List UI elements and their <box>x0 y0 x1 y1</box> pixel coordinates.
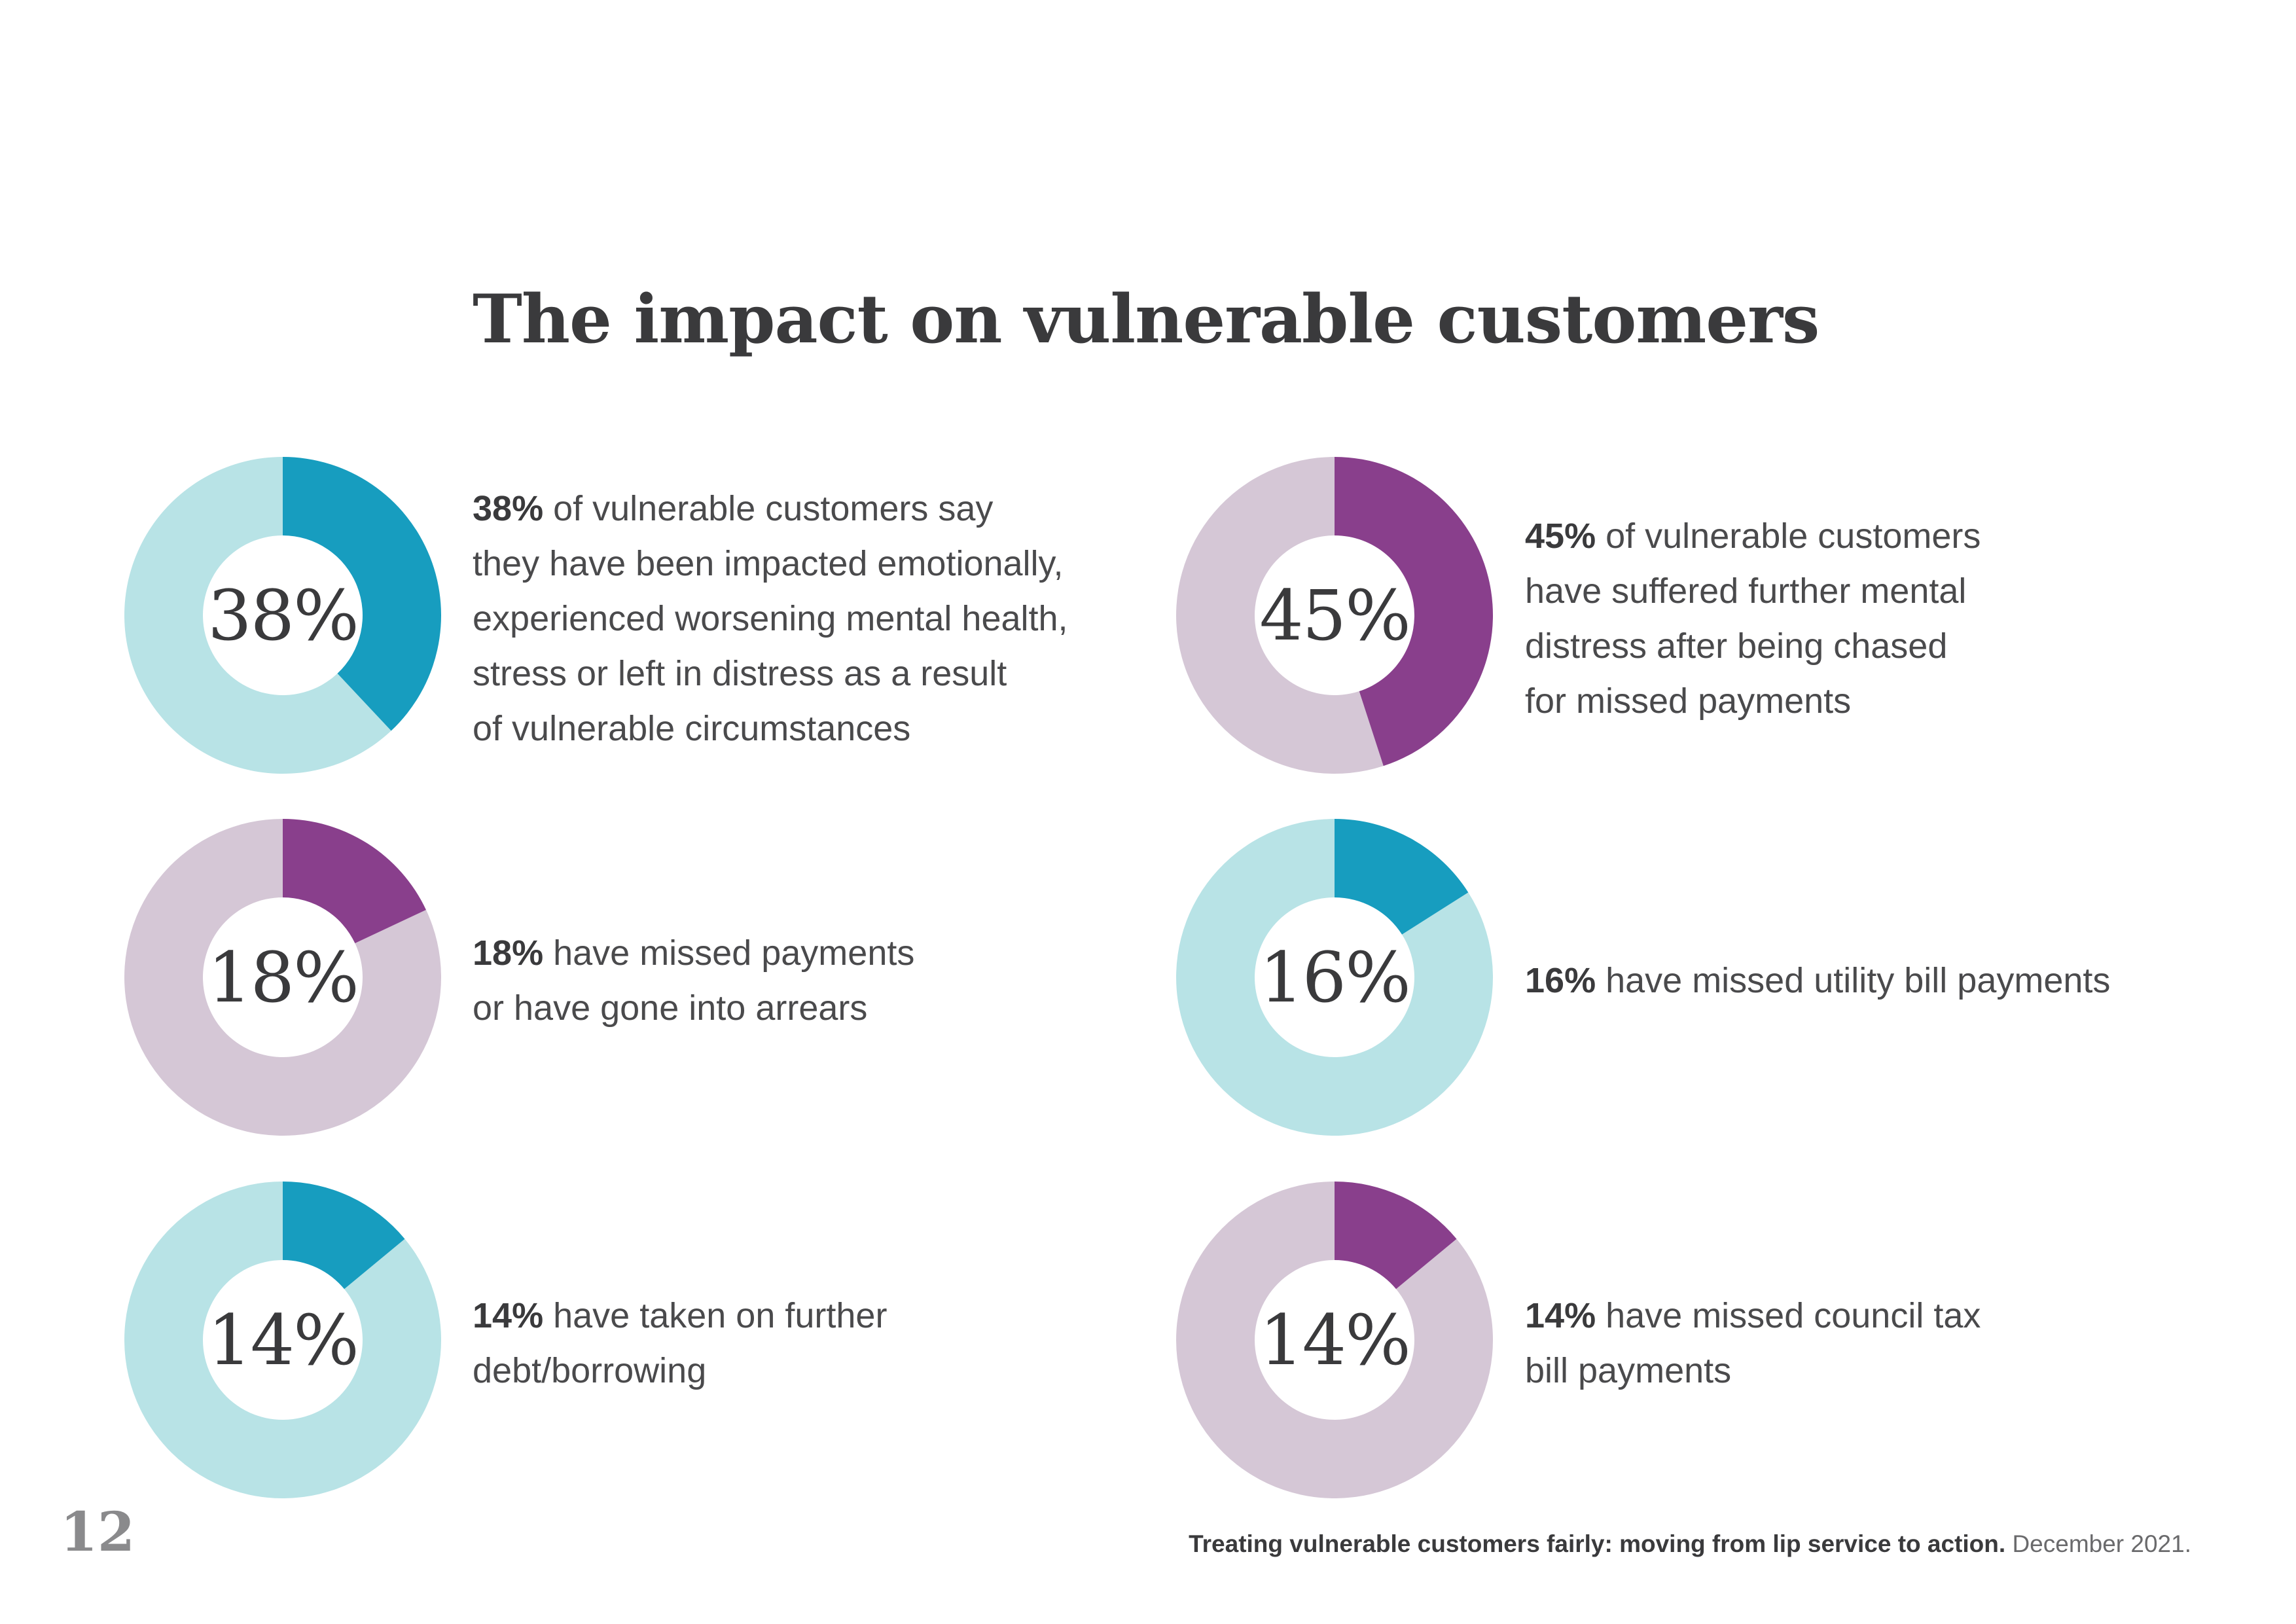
stat-text-5-line-2: debt/borrowing <box>473 1351 707 1390</box>
stat-text-1-line-2: they have been impacted emotionally, <box>473 544 1064 583</box>
page-number: 12 <box>60 1501 135 1564</box>
donut-5-highlight-slice <box>283 1182 405 1290</box>
stat-text-6-line-2: bill payments <box>1525 1351 1732 1390</box>
donut-2-remaining-slice <box>1176 457 1384 774</box>
stat-text-2-line-3: distress after being chased <box>1525 626 1948 666</box>
stat-text-1-line-1-rest: of vulnerable customers say <box>543 489 994 528</box>
donut-6-highlight-slice <box>1335 1182 1457 1290</box>
donut-chart-6: 14% <box>1176 1182 1493 1498</box>
stat-value-3: 18% <box>473 933 544 973</box>
stat-value-6: 14% <box>1525 1296 1596 1335</box>
stat-text-1-line-1: 38% of vulnerable customers say <box>473 481 1068 536</box>
stat-value-1: 38% <box>473 489 544 528</box>
donut-5-remaining-slice <box>124 1182 441 1498</box>
donut-4-remaining-slice <box>1176 819 1493 1136</box>
donut-3-remaining-slice <box>124 819 441 1136</box>
stat-text-2-line-2: have suffered further mental <box>1525 571 1967 611</box>
donut-4-highlight-slice <box>1335 819 1469 935</box>
stat-text-4: 16% have missed utility bill payments <box>1525 953 2110 1008</box>
donut-6-remaining-slice <box>1176 1182 1493 1498</box>
stat-text-6-line-1-rest: have missed council tax <box>1596 1296 1981 1335</box>
donut-3-highlight-slice <box>283 819 426 944</box>
stat-text-2: 45% of vulnerable customers have suffere… <box>1525 509 1981 729</box>
donut-svg-4 <box>1176 819 1493 1136</box>
footer-citation: Treating vulnerable customers fairly: mo… <box>1189 1530 2191 1558</box>
stat-value-4: 16% <box>1525 961 1596 1000</box>
stat-text-5-line-1: 14% have taken on further <box>473 1288 887 1343</box>
stat-text-1-line-3: experienced worsening mental health, <box>473 599 1068 638</box>
donut-chart-3: 18% <box>124 819 441 1136</box>
stat-text-1-line-4: stress or left in distress as a result <box>473 654 1007 693</box>
stat-text-4-line-1-rest: have missed utility bill payments <box>1596 961 2111 1000</box>
donut-1-remaining-slice <box>124 457 391 774</box>
donut-chart-5: 14% <box>124 1182 441 1498</box>
stat-text-6-line-1: 14% have missed council tax <box>1525 1288 1981 1343</box>
stat-text-2-line-1: 45% of vulnerable customers <box>1525 509 1981 564</box>
stat-text-3-line-2: or have gone into arrears <box>473 988 868 1028</box>
footer-date: December 2021. <box>2012 1530 2191 1557</box>
stat-value-2: 45% <box>1525 516 1596 556</box>
stat-text-2-line-4: for missed payments <box>1525 681 1852 721</box>
page-title: The impact on vulnerable customers <box>473 280 1820 359</box>
donut-chart-4: 16% <box>1176 819 1493 1136</box>
stat-text-3-line-1-rest: have missed payments <box>543 933 915 973</box>
donut-chart-2: 45% <box>1176 457 1493 774</box>
stat-text-3-line-1: 18% have missed payments <box>473 926 914 981</box>
stat-text-5: 14% have taken on further debt/borrowing <box>473 1288 887 1398</box>
stat-text-1: 38% of vulnerable customers say they hav… <box>473 481 1068 756</box>
donut-svg-5 <box>124 1182 441 1498</box>
stat-text-5-line-1-rest: have taken on further <box>543 1296 888 1335</box>
donut-svg-1 <box>124 457 441 774</box>
stat-text-3: 18% have missed payments or have gone in… <box>473 926 914 1036</box>
donut-svg-6 <box>1176 1182 1493 1498</box>
donut-1-highlight-slice <box>283 457 441 731</box>
footer-title: Treating vulnerable customers fairly: mo… <box>1189 1530 2006 1557</box>
stat-value-5: 14% <box>473 1296 544 1335</box>
donut-2-highlight-slice <box>1335 457 1493 767</box>
donut-chart-1: 38% <box>124 457 441 774</box>
stat-text-6: 14% have missed council tax bill payment… <box>1525 1288 1981 1398</box>
donut-svg-2 <box>1176 457 1493 774</box>
stat-text-4-line-1: 16% have missed utility bill payments <box>1525 953 2110 1008</box>
stat-text-2-line-1-rest: of vulnerable customers <box>1596 516 1981 556</box>
stat-text-1-line-5: of vulnerable circumstances <box>473 709 911 748</box>
donut-svg-3 <box>124 819 441 1136</box>
